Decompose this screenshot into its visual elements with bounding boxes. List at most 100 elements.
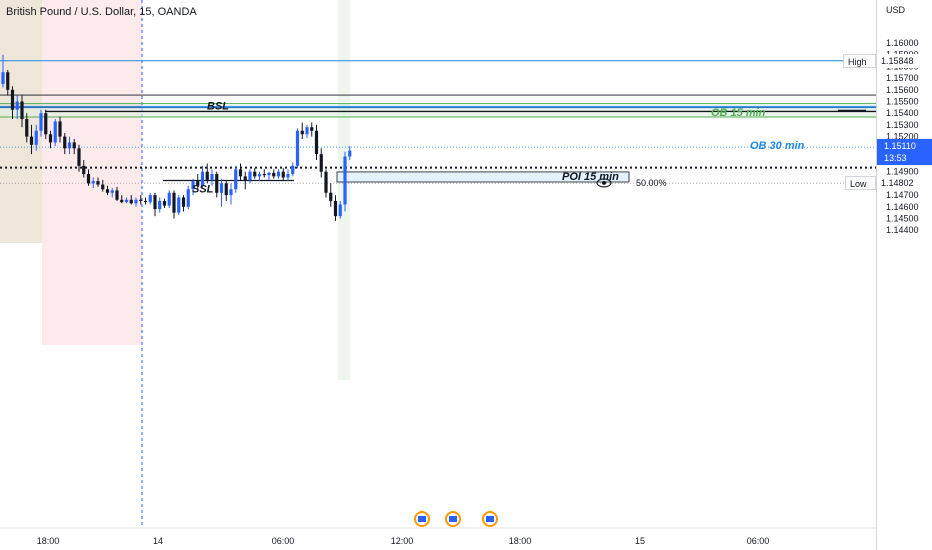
candle-body — [129, 199, 133, 204]
candle-body — [15, 101, 19, 110]
candle-body — [167, 192, 171, 206]
candle-body — [72, 142, 76, 149]
candle-body — [333, 200, 338, 217]
candle-body — [153, 195, 157, 210]
price-axis-tick-label: 1.14500 — [886, 214, 919, 224]
candle-body — [253, 171, 257, 177]
price-axis-labels: 1.160001.159001.158001.157001.156001.155… — [886, 38, 919, 235]
candle-body — [82, 165, 86, 175]
price-axis-tick-label: 1.14700 — [886, 190, 919, 200]
high-tag: High — [843, 53, 876, 68]
eye-icon-pupil — [602, 180, 606, 185]
time-axis-tick-label: 12:00 — [391, 536, 414, 546]
candle-body — [262, 174, 266, 176]
candle-body — [291, 165, 295, 175]
candle-body — [120, 199, 124, 203]
candle-body — [158, 200, 162, 210]
session-box-london — [42, 0, 142, 345]
candle-body — [91, 181, 95, 184]
event-flag-icon-body — [486, 516, 494, 522]
price-axis-tick-label: 1.15400 — [886, 108, 919, 118]
candle-body — [310, 127, 314, 131]
candle-body — [29, 136, 34, 145]
time-axis-tick-label: 06:00 — [272, 536, 295, 546]
bsl-label: BSL — [207, 100, 229, 112]
candle-body — [6, 72, 10, 90]
candle-body — [105, 189, 110, 193]
current-price-tag: 1.15110 13:53 — [877, 139, 932, 166]
candle-body — [77, 148, 81, 166]
candle-body — [286, 174, 290, 178]
price-axis-tick-label: 1.15600 — [886, 85, 919, 95]
candle-body — [1, 72, 5, 84]
low-tag: Low — [845, 176, 876, 191]
candle-body — [110, 190, 114, 193]
candle-body — [314, 130, 319, 155]
time-axis-tick-label: 15 — [635, 536, 645, 546]
candle-body — [343, 156, 347, 205]
candle-body — [319, 154, 323, 172]
candle-body — [10, 89, 15, 110]
candle-body — [205, 171, 209, 180]
time-axis-tick-label: 14 — [153, 536, 163, 546]
candle-body — [248, 171, 252, 180]
poi-zone — [336, 171, 630, 183]
ob-15-label: OB 15 min — [711, 107, 766, 119]
candle-body — [276, 171, 281, 177]
candle-body — [200, 171, 205, 186]
high-price-tag: 1.15848 — [877, 53, 932, 68]
candle-body — [143, 200, 148, 203]
candle-body — [215, 174, 219, 193]
candle-body — [219, 183, 224, 193]
time-axis-tick-label: 18:00 — [509, 536, 532, 546]
candle-body — [210, 174, 214, 180]
price-axis-tick-label: 1.15500 — [886, 97, 919, 107]
candle-body — [63, 136, 67, 149]
candle-body — [267, 172, 271, 176]
candle-body — [44, 113, 48, 135]
candle-body — [272, 172, 276, 177]
candle-body — [172, 192, 176, 213]
candle-body — [329, 192, 333, 201]
candle-body — [134, 199, 138, 204]
candle-body — [324, 171, 328, 193]
price-axis-tick-label: 1.16000 — [886, 38, 919, 48]
price-axis-tick-label: 1.14600 — [886, 202, 919, 212]
candle-body — [48, 134, 53, 143]
chart-area[interactable]: BSL SSL OB 30 min OB 15 min POI 15 min 50.00%… — [0, 0, 876, 550]
candle-body — [234, 169, 238, 190]
candle-body — [148, 195, 152, 203]
symbol-title[interactable]: British Pound / U.S. Dollar, 15, OANDA — [6, 6, 197, 18]
price-axis-tick-label: 1.14900 — [886, 167, 919, 177]
candle-body — [115, 190, 119, 200]
candle-body — [101, 184, 105, 190]
candle-body — [229, 189, 233, 196]
candle-body — [177, 197, 181, 213]
price-axis-tick-label: 1.15700 — [886, 73, 919, 83]
low-price-tag: 1.14802 — [877, 176, 932, 191]
candle-body — [295, 130, 300, 166]
candle-body — [34, 130, 38, 145]
time-axis-tick-label: 18:00 — [37, 536, 60, 546]
time-axis-tick-label: 06:00 — [747, 536, 770, 546]
candle-body — [181, 197, 186, 207]
price-axis[interactable] — [876, 0, 932, 550]
candle-body — [96, 181, 100, 185]
candle-body — [338, 204, 342, 217]
session-box-asia — [0, 0, 42, 243]
event-flag-icon-body — [449, 516, 457, 522]
candle-body — [305, 127, 309, 135]
candle-body — [124, 199, 129, 203]
candle-body — [20, 101, 24, 120]
candle-body — [67, 142, 72, 149]
candle-body — [348, 150, 352, 157]
ssl-label: SSL — [192, 183, 214, 195]
candle-body — [191, 181, 195, 190]
event-flag-icon-body — [418, 516, 426, 522]
price-axis-tick-label: 1.15200 — [886, 132, 919, 142]
current-price-value: 1.15110 — [884, 141, 916, 152]
bar-countdown: 13:53 — [884, 153, 907, 164]
chart-canvas[interactable]: BSL SSL OB 30 min OB 15 min POI 15 min 50.00%… — [0, 0, 876, 550]
candle-body — [25, 119, 29, 137]
candle-body — [196, 181, 200, 186]
